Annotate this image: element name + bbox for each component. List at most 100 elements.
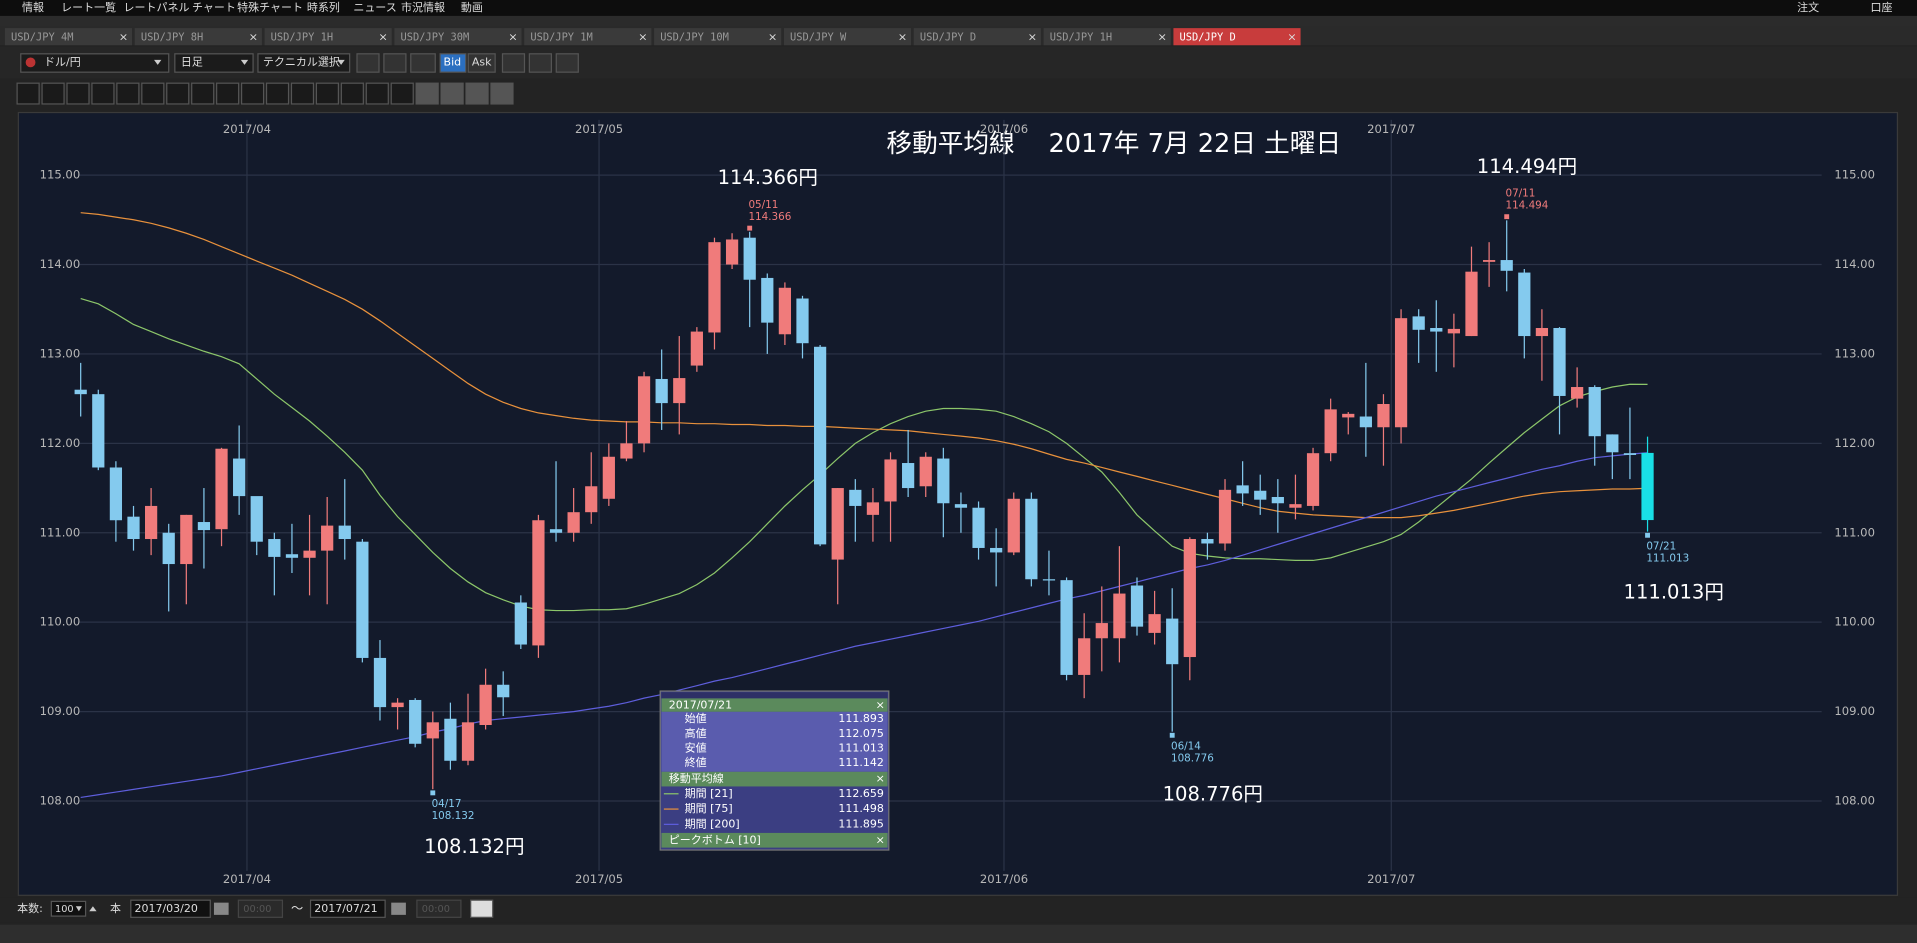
tooltip-row-value: 111.895	[838, 817, 883, 830]
tooltip-close[interactable]: ×	[876, 772, 885, 785]
tab-close[interactable]: ×	[898, 30, 907, 43]
to-date[interactable]	[309, 899, 386, 918]
x-tick-label: 2017/07	[1367, 872, 1415, 886]
tool-button[interactable]	[216, 82, 240, 105]
calendar-button[interactable]	[213, 902, 229, 915]
candle-body	[1342, 413, 1355, 418]
stepper[interactable]	[75, 906, 97, 912]
y-tick-label: 109.00	[40, 704, 81, 718]
tool-button[interactable]	[315, 82, 340, 105]
tool-button[interactable]	[166, 82, 190, 105]
tool-button[interactable]	[91, 82, 115, 105]
menu-item[interactable]: 動画	[461, 0, 483, 14]
candle-body	[1254, 490, 1267, 500]
ask-button[interactable]	[467, 53, 496, 73]
tab[interactable]	[783, 28, 912, 46]
x-tick-label: 2017/06	[980, 872, 1028, 886]
menu-item[interactable]: チャート	[192, 1, 236, 14]
tool-button[interactable]	[465, 82, 489, 105]
pair-select[interactable]	[20, 53, 170, 73]
tool-button[interactable]	[290, 82, 315, 105]
tool-button[interactable]	[66, 82, 90, 105]
candle-body	[321, 525, 334, 551]
tab[interactable]	[1043, 28, 1171, 46]
tool-button[interactable]	[265, 82, 290, 105]
tool-button[interactable]	[191, 82, 215, 105]
candle-body	[285, 554, 299, 558]
tab[interactable]	[524, 28, 652, 46]
tool-button[interactable]	[340, 82, 364, 105]
candle-body	[250, 496, 263, 542]
tool-button[interactable]	[365, 82, 389, 105]
menu-item[interactable]: 注文	[1797, 0, 1819, 14]
y-tick-label: 111.00	[1834, 525, 1875, 539]
tab[interactable]	[1173, 28, 1301, 46]
candle-body	[1025, 498, 1038, 580]
from-date[interactable]	[130, 899, 211, 918]
tab-close[interactable]: ×	[119, 30, 128, 43]
peak-label: 111.013円	[1624, 581, 1724, 604]
tab[interactable]	[134, 28, 262, 46]
reload-button[interactable]	[470, 899, 494, 918]
settings-button[interactable]	[501, 53, 526, 73]
chart-type-button[interactable]	[410, 53, 436, 73]
tool-button[interactable]	[16, 82, 40, 105]
candle-body	[585, 486, 598, 513]
timeframe-select[interactable]	[174, 53, 254, 73]
tooltip-date: 2017/07/21	[669, 699, 732, 712]
bid-button[interactable]	[439, 53, 467, 73]
tab-close[interactable]: ×	[1028, 30, 1037, 43]
menu-item[interactable]: 情報	[22, 1, 44, 14]
menu-item[interactable]: 時系列	[307, 0, 340, 14]
candle-body	[479, 684, 492, 725]
tab[interactable]	[4, 28, 133, 46]
menu-item[interactable]: 口座	[1871, 0, 1893, 14]
tool-button[interactable]	[116, 82, 140, 105]
candle-body	[497, 684, 510, 698]
tool-button[interactable]	[240, 82, 265, 105]
tool-button[interactable]	[390, 82, 414, 105]
tooltip-row-value: 112.075	[838, 727, 883, 740]
tool-button[interactable]	[490, 82, 514, 105]
tooltip-close[interactable]: ×	[876, 833, 885, 846]
tool-button[interactable]	[41, 82, 65, 105]
tab-close[interactable]: ×	[768, 30, 777, 43]
y-tick-label: 112.00	[40, 436, 81, 450]
candle-body	[1447, 328, 1461, 334]
zoom-in-button[interactable]	[555, 53, 579, 73]
candle-body	[1218, 489, 1232, 544]
tab[interactable]	[394, 28, 522, 46]
toolbar-controls: ドル/円 日足 テクニカル選択 Bid Ask	[20, 53, 579, 73]
tab[interactable]	[264, 28, 392, 46]
tooltip-close[interactable]: ×	[876, 699, 885, 712]
tool-button[interactable]	[141, 82, 165, 105]
menu-item[interactable]: ニュース	[353, 1, 396, 14]
tab-close[interactable]: ×	[379, 30, 388, 43]
candle-body	[92, 394, 105, 468]
tab[interactable]	[654, 28, 782, 46]
peak-marker	[1645, 532, 1650, 538]
zoom-out-button[interactable]	[528, 53, 552, 73]
count-select[interactable]	[50, 900, 87, 917]
tab-close[interactable]: ×	[249, 30, 258, 43]
candle-body	[1430, 328, 1443, 332]
tool-button[interactable]	[440, 82, 464, 105]
tab-close[interactable]: ×	[1158, 30, 1167, 43]
pen-button[interactable]	[356, 53, 380, 73]
tool-button[interactable]	[415, 82, 439, 105]
menu-item[interactable]: レートパネル	[123, 1, 189, 14]
candle-body	[567, 512, 580, 533]
menu-item[interactable]: レート一覧	[61, 0, 116, 14]
tab[interactable]	[913, 28, 1041, 46]
info-button[interactable]	[383, 53, 407, 73]
menu-item[interactable]: 市況情報	[401, 0, 445, 14]
candle-body	[1078, 638, 1091, 675]
peak-date: 05/11	[748, 199, 778, 211]
tab-label: USD/JPY 10M	[660, 31, 729, 43]
tab-close[interactable]: ×	[638, 30, 647, 43]
tab-close[interactable]: ×	[508, 30, 517, 43]
technical-select[interactable]	[257, 53, 351, 73]
tab-close[interactable]: ×	[1287, 30, 1296, 43]
calendar-button[interactable]	[391, 902, 406, 915]
menu-item[interactable]: 特殊チャート	[237, 0, 303, 14]
